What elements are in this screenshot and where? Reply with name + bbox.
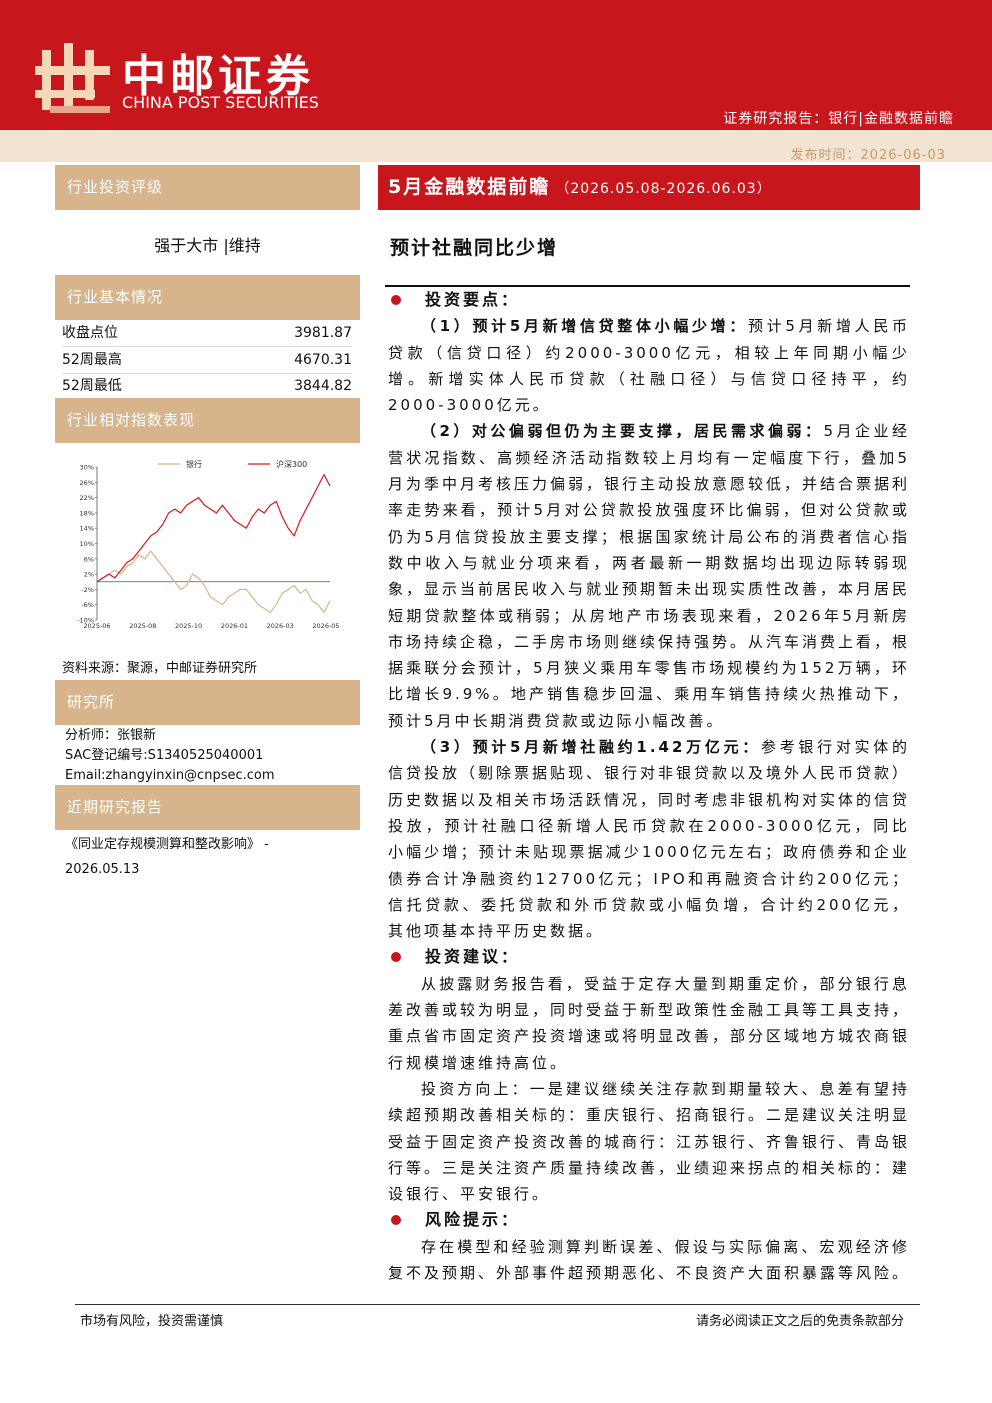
label: 收盘点位 — [62, 325, 118, 341]
body: 投资要点： （1）预计5月新增信贷整体小幅少增：预计5月新增人民币贷款（信贷口径）… — [388, 287, 910, 1286]
header-strip — [0, 130, 992, 162]
paragraph-lead: （1）预计5月新增信贷整体小幅少增： — [421, 317, 749, 336]
basic-row: 52周最高 4670.31 — [62, 347, 352, 374]
header-band — [0, 0, 992, 130]
y-tick-label: 18% — [80, 509, 94, 517]
section-heading: 投资建议： — [388, 944, 910, 970]
section-heading: 风险提示： — [388, 1207, 910, 1233]
publish-date: 发布时间：2026-06-03 — [790, 148, 946, 163]
y-tick-label: 6% — [84, 555, 94, 563]
analyst: 分析师：张银新 SAC登记编号:S1340525040001 Email:zha… — [65, 726, 275, 786]
legend-label: 沪深300 — [276, 459, 307, 469]
rule — [385, 285, 910, 287]
paragraph-text: 从披露财务报告看，受益于定存大量到期重定价，部分银行息差改善或较为明显，同时受益… — [388, 974, 911, 1072]
footer-right: 请务必阅读正文之后的免责条款部分 — [695, 1314, 904, 1329]
recent-line: 2026.05.13 — [65, 862, 140, 877]
analyst-line: 分析师：张银新 — [65, 728, 157, 743]
y-tick-label: 10% — [80, 540, 94, 548]
value: 3844.82 — [294, 378, 352, 394]
series-line — [96, 550, 331, 614]
y-tick-label: 26% — [80, 479, 94, 487]
paragraph-lead: （3）预计5月新增社融约1.42万亿元： — [421, 738, 761, 757]
paragraph-text: 投资方向上：一是建议继续关注存款到期量较大、息差有望持续超预期改善相关标的：重庆… — [388, 1079, 911, 1204]
paragraph-lead: （2）对公偏弱但仍为主要支撑，居民需求偏弱： — [421, 422, 824, 441]
section-box: 行业相对指数表现 — [55, 398, 360, 443]
analyst-line: SAC登记编号:S1340525040001 — [65, 748, 264, 763]
rating: 强于大市 |维持 — [154, 236, 261, 255]
label: 52周最低 — [62, 378, 122, 394]
x-tick-label: 2026-03 — [267, 622, 294, 630]
section-box: 行业投资评级 — [55, 165, 360, 210]
x-tick-label: 2025-06 — [83, 622, 110, 630]
paragraph-text: 预计5月新增人民币贷款（信贷口径）约2000-3000亿元，相较上年同期小幅少增… — [388, 317, 910, 415]
y-tick-label: -2% — [81, 586, 94, 594]
footer-rule — [75, 1304, 920, 1305]
report-type: 证券研究报告：银行|金融数据前瞻 — [723, 111, 954, 127]
x-tick-label: 2026-05 — [312, 622, 339, 630]
y-tick-label: 30% — [80, 464, 94, 472]
paragraph-text: 存在模型和经验测算判断误差、假设与实际偏离、宏观经济修复不及预期、外部事件超预期… — [388, 1237, 911, 1282]
brand-en: CHINA POST SECURITIES — [122, 93, 319, 112]
y-tick-label: -6% — [81, 601, 94, 609]
footer-left: 市场有风险，投资需谨慎 — [80, 1314, 224, 1329]
recent-line: 《同业定存规模测算和整改影响》 - — [65, 837, 269, 852]
value: 4670.31 — [294, 352, 352, 368]
value: 3981.87 — [294, 325, 352, 341]
label: 52周最高 — [62, 352, 122, 368]
paragraph: （3）预计5月新增社融约1.42万亿元：参考银行对实体的信贷投放（剔除票据贴现、… — [388, 734, 910, 944]
brand-cn: 中邮证券 — [122, 51, 314, 102]
x-tick-label: 2025-08 — [129, 622, 156, 630]
chart: 30% 26% 22% 18% 14% 10% 6% 2% -2% -6% -10%2025-06 2… — [77, 459, 339, 630]
x-tick-label: 2025-10 — [175, 622, 202, 630]
paragraph: 从披露财务报告看，受益于定存大量到期重定价，部分银行息差改善或较为明显，同时受益… — [388, 971, 910, 1076]
paragraph-text: 5月企业经营状况指数、高频经济活动指数较上月均有一定幅度下行，叠加5月为季中月考… — [388, 422, 911, 730]
paragraph: 投资方向上：一是建议继续关注存款到期量较大、息差有望持续超预期改善相关标的：重庆… — [388, 1076, 910, 1207]
section-box: 近期研究报告 — [55, 785, 360, 830]
source: 资料来源：聚源，中邮证券研究所 — [62, 661, 258, 676]
section-heading: 投资要点： — [388, 287, 910, 313]
y-tick-label: -10% — [77, 617, 94, 625]
paragraph-text: 参考银行对实体的信贷投放（剔除票据贴现、银行对非银贷款以及境外人民币贷款）历史数… — [388, 738, 911, 941]
paragraph: 存在模型和经验测算判断误差、假设与实际偏离、宏观经济修复不及预期、外部事件超预期… — [388, 1234, 910, 1287]
y-tick-label: 2% — [84, 571, 94, 579]
banner: 5月金融数据前瞻 （2026.05.08-2026.06.03） — [378, 165, 920, 210]
basic-row: 收盘点位 3981.87 — [62, 320, 352, 347]
x-tick-label: 2026-01 — [221, 622, 248, 630]
analyst-line: Email:zhangyinxin@cnpsec.com — [65, 768, 275, 783]
logo — [35, 43, 110, 113]
series-line — [96, 473, 331, 583]
section-box: 研究所 — [55, 680, 360, 725]
recent: 《同业定存规模测算和整改影响》 - 2026.05.13 — [65, 832, 269, 882]
section-box: 行业基本情况 — [55, 275, 360, 320]
y-tick-label: 22% — [80, 494, 94, 502]
legend-label: 银行 — [186, 459, 202, 469]
paragraph: （2）对公偏弱但仍为主要支撑，居民需求偏弱：5月企业经营状况指数、高频经济活动指… — [388, 418, 910, 734]
banner-title: 5月金融数据前瞻 — [388, 176, 551, 198]
headline: 预计社融同比少增 — [390, 237, 559, 259]
basic-row: 52周最低 3844.82 — [62, 373, 352, 399]
paragraph: （1）预计5月新增信贷整体小幅少增：预计5月新增人民币贷款（信贷口径）约2000… — [388, 313, 910, 418]
y-tick-label: 14% — [80, 525, 94, 533]
banner-period: （2026.05.08-2026.06.03） — [555, 181, 772, 197]
